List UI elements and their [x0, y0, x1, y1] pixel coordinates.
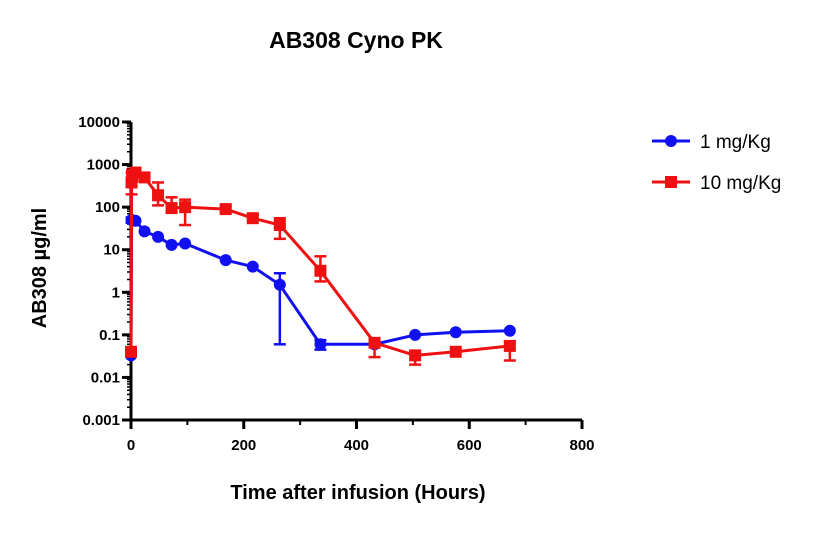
data-point	[179, 237, 192, 250]
x-tick-label: 0	[127, 437, 135, 454]
data-point	[368, 336, 381, 349]
legend: 1 mg/Kg 10 mg/Kg	[652, 132, 781, 194]
data-point	[246, 260, 259, 273]
y-tick-label: 10000	[78, 114, 120, 131]
legend-label: 1 mg/Kg	[700, 132, 771, 153]
data-point	[219, 203, 232, 216]
legend-marker	[665, 135, 677, 147]
y-tick-label: 0.1	[99, 327, 120, 344]
data-point	[503, 324, 516, 337]
series-layer	[125, 166, 516, 366]
y-tick-label: 10	[103, 242, 120, 259]
y-axis-label: AB308 µg/ml	[29, 208, 51, 328]
data-point	[449, 345, 462, 358]
data-point	[449, 326, 462, 339]
x-tick-label: 600	[457, 437, 482, 454]
legend-label: 10 mg/Kg	[700, 173, 781, 194]
y-tick-label: 0.001	[82, 412, 120, 429]
series-1	[125, 213, 516, 362]
data-point	[273, 278, 286, 291]
x-axis-label: Time after infusion (Hours)	[230, 482, 485, 504]
chart-title: AB308 Cyno PK	[269, 27, 443, 53]
data-point	[138, 171, 151, 184]
x-tick-label: 800	[569, 437, 594, 454]
data-point	[165, 202, 178, 215]
data-point	[314, 338, 327, 351]
data-point	[503, 339, 516, 352]
data-point	[409, 349, 422, 362]
data-point	[246, 212, 259, 225]
legend-marker	[665, 176, 677, 188]
x-tick-label: 400	[344, 437, 369, 454]
data-point	[179, 201, 192, 214]
data-point	[152, 189, 165, 202]
x-tick-label: 200	[231, 437, 256, 454]
data-point	[165, 238, 178, 251]
data-point	[125, 345, 137, 358]
data-point	[273, 219, 286, 232]
data-point	[152, 230, 165, 243]
data-point	[138, 225, 151, 238]
data-point	[219, 254, 232, 267]
y-tick-label: 0.01	[91, 369, 120, 386]
data-point	[314, 264, 327, 277]
data-point	[409, 328, 422, 341]
y-tick-label: 1	[112, 284, 120, 301]
series-2	[125, 166, 516, 366]
data-point	[129, 166, 142, 179]
y-tick-label: 100	[95, 199, 120, 216]
axes: 0.001 0.01 0.1 1 10 100 1000 10000 0 200 400 600 800	[78, 114, 594, 454]
y-tick-label: 1000	[87, 157, 120, 174]
